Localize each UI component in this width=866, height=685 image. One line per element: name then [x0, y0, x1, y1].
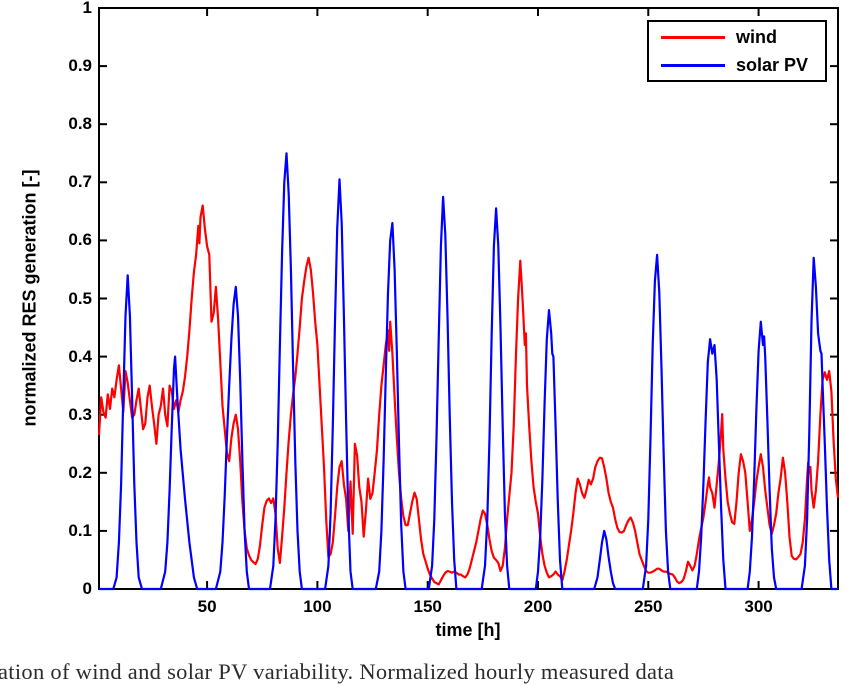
y-tick-label: 0.2 — [68, 462, 92, 482]
y-tick-label: 0.5 — [68, 288, 92, 308]
y-tick-label: 0.4 — [68, 346, 92, 366]
legend: wind solar PV — [647, 20, 827, 82]
y-tick-label: 0.1 — [68, 520, 92, 540]
y-tick-label: 0.8 — [68, 114, 92, 134]
y-tick-label: 0.7 — [68, 172, 92, 192]
legend-label-wind: wind — [736, 27, 777, 47]
wind-series-line — [97, 204, 840, 586]
solar-pv-series-line — [99, 152, 838, 591]
x-tick-label: 150 — [413, 597, 442, 616]
solar-pv-line-sample — [661, 63, 725, 67]
x-axis-title: time [h] — [435, 620, 501, 640]
x-tick-label: 300 — [744, 597, 773, 616]
x-tick-label: 50 — [197, 597, 217, 616]
legend-item-solar-pv: solar PV — [649, 52, 825, 78]
x-tick-label: 100 — [303, 597, 332, 616]
y-tick-label: 0.6 — [68, 230, 92, 250]
x-tick-label: 200 — [523, 597, 553, 616]
y-tick-label: 0.9 — [68, 56, 92, 76]
y-axis-title: normalized RES generation [-] — [19, 169, 40, 427]
chart-canvas — [97, 7, 840, 591]
y-tick-label: 0 — [82, 579, 92, 598]
legend-item-wind: wind — [649, 24, 825, 50]
y-tick-label: 1 — [82, 0, 92, 17]
wind-line-sample — [661, 35, 725, 39]
x-tick-label: 250 — [634, 597, 663, 616]
legend-label-solar-pv: solar PV — [736, 55, 809, 75]
y-tick-label: 0.3 — [68, 404, 92, 424]
caption-text: ation of wind and solar PV variability. … — [0, 659, 675, 684]
